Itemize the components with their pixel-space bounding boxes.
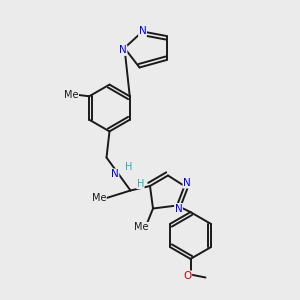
Text: Me: Me (134, 222, 149, 233)
Text: N: N (183, 178, 191, 188)
Text: Me: Me (92, 193, 106, 203)
Text: O: O (183, 271, 192, 281)
Text: H: H (137, 178, 144, 189)
Text: H: H (125, 162, 132, 172)
Text: N: N (175, 203, 182, 214)
Text: N: N (139, 26, 146, 37)
Text: N: N (119, 45, 127, 56)
Text: N: N (111, 169, 119, 179)
Text: Me: Me (64, 90, 79, 100)
